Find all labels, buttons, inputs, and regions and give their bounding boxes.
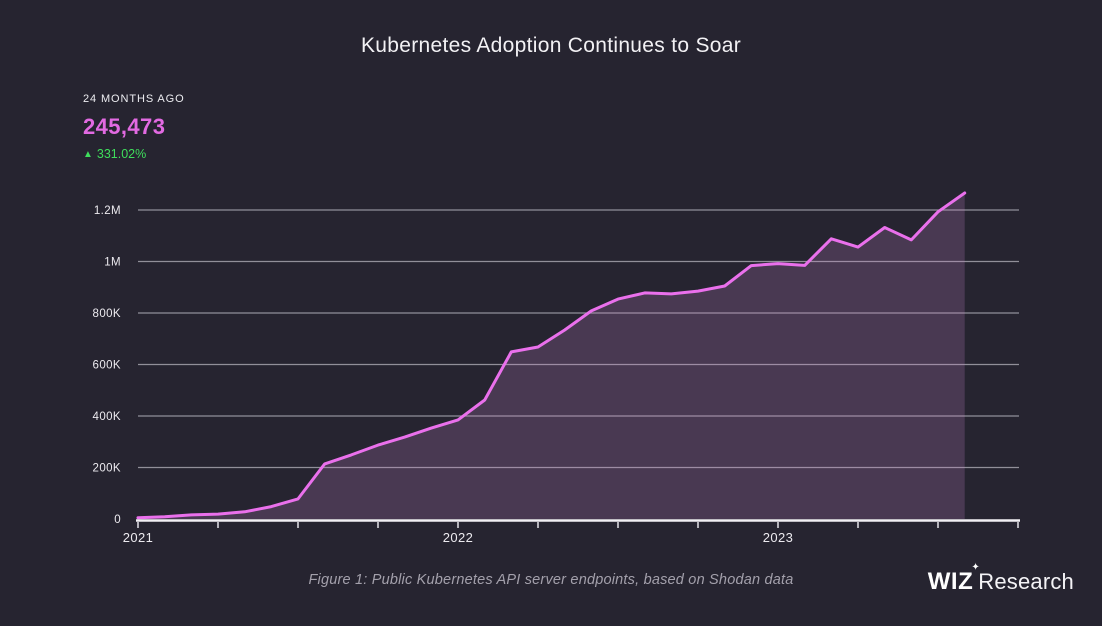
y-axis-label: 0 — [114, 514, 121, 526]
wiz-wordmark: WIZ ✦ — [927, 562, 981, 595]
y-axis-label: 400K — [93, 411, 121, 423]
y-axis-label: 1.2M — [94, 205, 121, 217]
page-title: Kubernetes Adoption Continues to Soar — [360, 34, 742, 57]
stats-change-percent: 331.02% — [96, 147, 147, 161]
x-axis-label: 2023 — [763, 530, 794, 545]
figure-caption: Figure 1: Public Kubernetes API server e… — [308, 572, 794, 588]
up-triangle-icon: ▲ — [83, 148, 93, 160]
area-fill — [138, 193, 965, 519]
research-wordmark: Research — [978, 569, 1074, 594]
wiz-research-logo: WIZ ✦ Research — [927, 562, 1074, 595]
y-axis-label: 1M — [104, 257, 121, 269]
trend-line — [136, 191, 967, 520]
y-axis-label: 600K — [93, 360, 121, 372]
sparkle-icon: ✦ — [971, 562, 981, 573]
x-axis-label: 2021 — [123, 530, 154, 545]
stats-block: 24 MONTHS AGO 245,473 ▲ 331.02% — [83, 93, 185, 161]
y-axis-label: 200K — [93, 463, 121, 475]
y-axis-label: 800K — [93, 308, 121, 320]
stats-period-label: 24 MONTHS AGO — [83, 93, 185, 105]
stats-value: 245,473 — [83, 114, 166, 139]
stats-change: ▲ 331.02% — [83, 147, 185, 161]
x-axis-label: 2022 — [443, 530, 474, 545]
